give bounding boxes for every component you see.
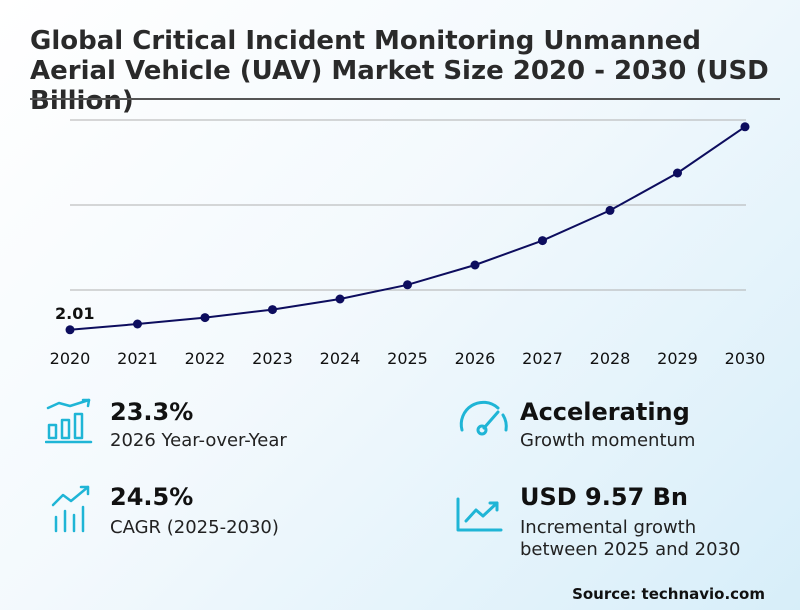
gauge-icon xyxy=(459,400,508,436)
kpi-momentum-value: Accelerating xyxy=(520,398,690,426)
kpi-yoy: 23.3% 2026 Year-over-Year xyxy=(45,398,345,458)
x-tick-label-2022: 2022 xyxy=(185,349,226,368)
data-point-2029 xyxy=(673,168,682,178)
kpi-incremental-value: USD 9.57 Bn xyxy=(520,483,688,511)
x-tick-label-2021: 2021 xyxy=(117,349,158,368)
x-tick-label-2029: 2029 xyxy=(657,349,698,368)
data-point-2024 xyxy=(335,294,345,304)
kpi-incremental-label-line1: Incremental growth xyxy=(520,517,697,538)
data-label-2020: 2.01 xyxy=(55,304,94,323)
x-tick-label-2026: 2026 xyxy=(455,349,496,368)
x-tick-label-2027: 2027 xyxy=(522,349,563,368)
line-chart: 2020 2021 2022 2023 2024 2025 2026 2027 2028 2029… xyxy=(50,119,766,368)
x-tick-label-2020: 2020 xyxy=(50,349,91,368)
kpi-momentum: Accelerating Growth momentum xyxy=(458,398,758,458)
trend-bars-icon xyxy=(51,485,90,533)
data-point-2026 xyxy=(470,260,480,270)
title-divider xyxy=(30,98,780,100)
data-point-2028 xyxy=(605,205,615,215)
kpi-yoy-value: 23.3% xyxy=(110,398,194,426)
kpi-cagr: 24.5% CAGR (2025-2030) xyxy=(50,483,350,543)
kpi-cagr-label: CAGR (2025-2030) xyxy=(110,517,279,538)
x-tick-label-2023: 2023 xyxy=(252,349,293,368)
data-point-2030 xyxy=(740,122,750,132)
x-tick-label-2030: 2030 xyxy=(725,349,766,368)
data-point-2020 xyxy=(65,325,75,335)
series-line xyxy=(69,125,746,331)
kpi-yoy-label: 2026 Year-over-Year xyxy=(110,430,287,451)
x-tick-label-2028: 2028 xyxy=(590,349,631,368)
source-credit: Source: technavio.com xyxy=(572,585,765,603)
kpi-cagr-value: 24.5% xyxy=(110,483,194,511)
chart-title: Global Critical Incident Monitoring Unma… xyxy=(30,26,769,116)
data-point-2025 xyxy=(403,280,412,290)
grid-lines xyxy=(70,119,746,291)
data-point-2027 xyxy=(538,236,547,246)
data-point-2021 xyxy=(133,319,142,329)
kpi-momentum-label: Growth momentum xyxy=(520,430,696,451)
data-point-2023 xyxy=(268,305,277,315)
series-line-layer xyxy=(69,125,746,331)
data-point-2022 xyxy=(200,313,210,323)
x-tick-labels: 2020 2021 2022 2023 2024 2025 2026 2027 2028 2029… xyxy=(50,304,766,368)
data-points xyxy=(65,122,750,335)
kpi-incremental: USD 9.57 Bn Incremental growth between 2… xyxy=(455,483,775,563)
growth-line-icon xyxy=(456,497,503,532)
x-tick-label-2024: 2024 xyxy=(320,349,361,368)
bar-chart-icon xyxy=(45,398,93,444)
x-tick-label-2025: 2025 xyxy=(387,349,428,368)
kpi-incremental-label-line2: between 2025 and 2030 xyxy=(520,539,741,560)
